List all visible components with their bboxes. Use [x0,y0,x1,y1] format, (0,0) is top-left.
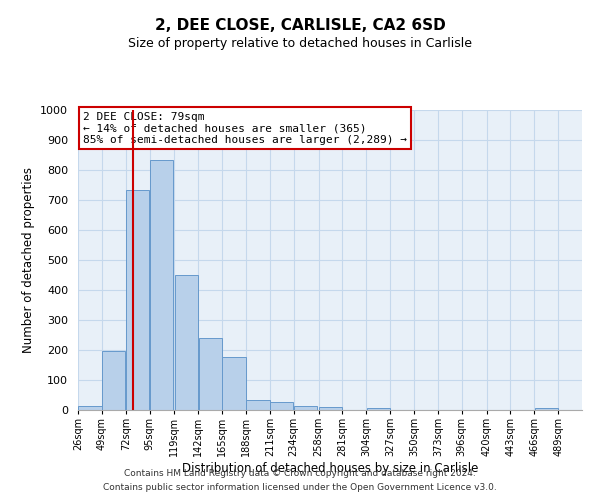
Text: 2 DEE CLOSE: 79sqm
← 14% of detached houses are smaller (365)
85% of semi-detach: 2 DEE CLOSE: 79sqm ← 14% of detached hou… [83,112,407,144]
Bar [175,276,198,410]
Bar [78,406,101,410]
X-axis label: Distribution of detached houses by size in Carlisle: Distribution of detached houses by size … [182,462,478,475]
Bar [535,408,558,410]
Bar [246,400,269,410]
Bar [270,402,293,410]
Bar [126,190,149,410]
Bar [199,338,222,410]
Text: Contains HM Land Registry data © Crown copyright and database right 2024.: Contains HM Land Registry data © Crown c… [124,468,476,477]
Text: Contains public sector information licensed under the Open Government Licence v3: Contains public sector information licen… [103,484,497,492]
Bar [319,407,342,410]
Bar [102,351,125,410]
Bar [150,160,173,410]
Text: Size of property relative to detached houses in Carlisle: Size of property relative to detached ho… [128,38,472,51]
Bar [223,356,246,410]
Bar [367,408,390,410]
Bar [294,406,317,410]
Text: 2, DEE CLOSE, CARLISLE, CA2 6SD: 2, DEE CLOSE, CARLISLE, CA2 6SD [155,18,445,32]
Y-axis label: Number of detached properties: Number of detached properties [22,167,35,353]
